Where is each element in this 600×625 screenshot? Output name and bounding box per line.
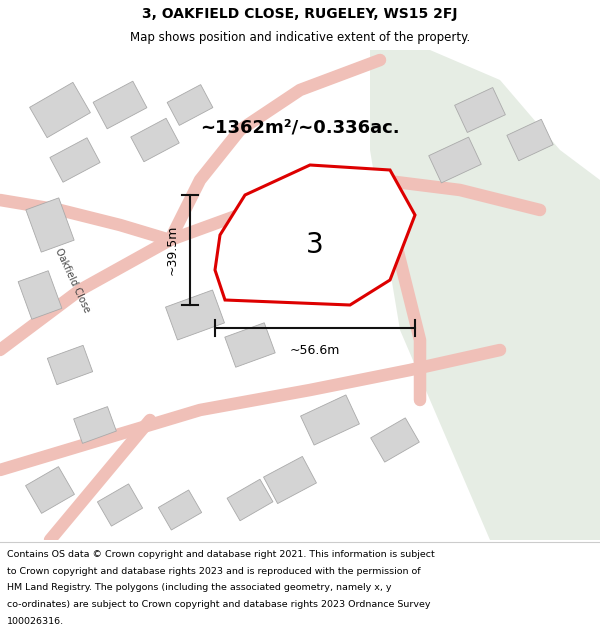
Bar — [507, 119, 553, 161]
Text: 3: 3 — [306, 231, 324, 259]
Polygon shape — [370, 50, 600, 540]
Bar — [167, 84, 213, 126]
Text: Map shows position and indicative extent of the property.: Map shows position and indicative extent… — [130, 31, 470, 44]
Bar — [26, 198, 74, 252]
Text: Oakfield Close: Oakfield Close — [53, 246, 91, 314]
Bar — [50, 138, 100, 182]
Bar — [93, 81, 147, 129]
Text: ~56.6m: ~56.6m — [290, 344, 340, 356]
Polygon shape — [215, 165, 415, 305]
Bar — [74, 407, 116, 443]
Text: ~1362m²/~0.336ac.: ~1362m²/~0.336ac. — [200, 119, 400, 137]
Text: co-ordinates) are subject to Crown copyright and database rights 2023 Ordnance S: co-ordinates) are subject to Crown copyr… — [7, 600, 431, 609]
Bar — [263, 456, 316, 504]
Bar — [29, 82, 91, 138]
Bar — [166, 290, 224, 340]
Bar — [18, 271, 62, 319]
Text: Contains OS data © Crown copyright and database right 2021. This information is : Contains OS data © Crown copyright and d… — [7, 550, 435, 559]
Text: HM Land Registry. The polygons (including the associated geometry, namely x, y: HM Land Registry. The polygons (includin… — [7, 583, 392, 592]
Text: to Crown copyright and database rights 2023 and is reproduced with the permissio: to Crown copyright and database rights 2… — [7, 567, 421, 576]
Bar — [225, 322, 275, 368]
Bar — [97, 484, 143, 526]
Bar — [301, 395, 359, 445]
Bar — [371, 418, 419, 462]
Bar — [158, 490, 202, 530]
Bar — [26, 467, 74, 513]
Text: 100026316.: 100026316. — [7, 616, 64, 625]
Text: ~39.5m: ~39.5m — [166, 225, 179, 275]
Bar — [429, 137, 481, 183]
Bar — [455, 88, 505, 132]
Bar — [47, 346, 92, 384]
Bar — [131, 118, 179, 162]
Bar — [227, 479, 273, 521]
Text: 3, OAKFIELD CLOSE, RUGELEY, WS15 2FJ: 3, OAKFIELD CLOSE, RUGELEY, WS15 2FJ — [142, 7, 458, 21]
